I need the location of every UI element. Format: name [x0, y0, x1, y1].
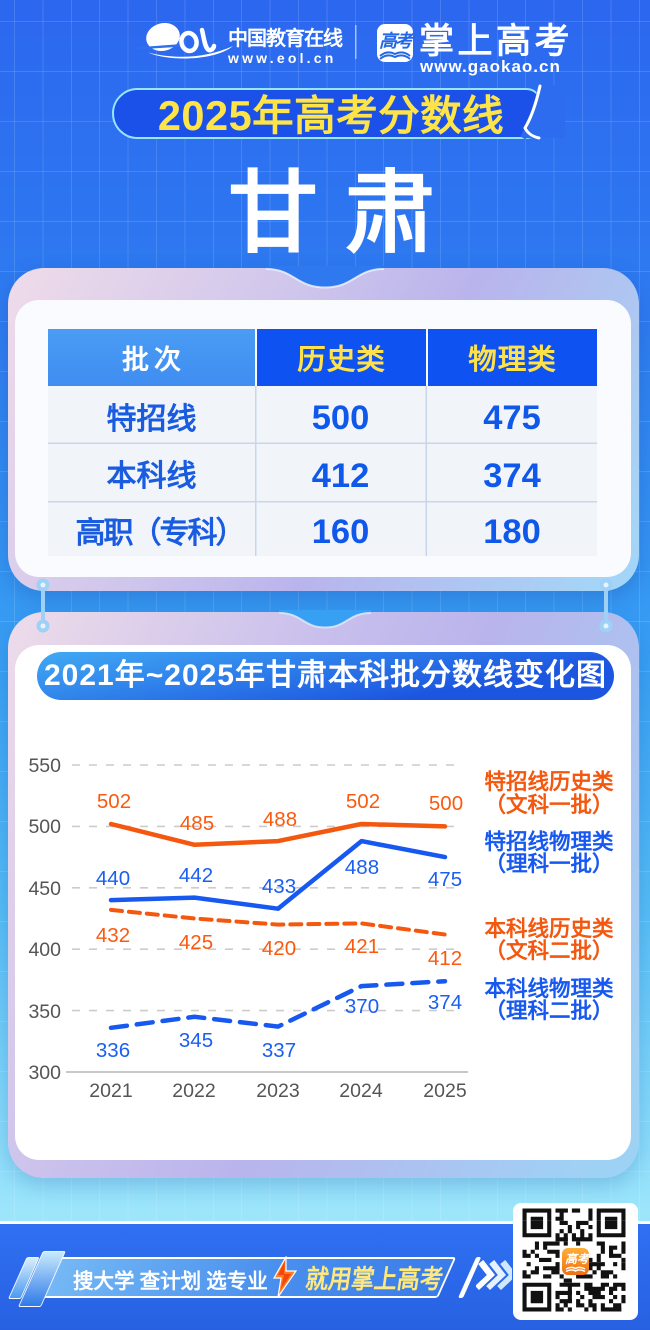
svg-text:www.gaokao.cn: www.gaokao.cn: [419, 57, 561, 76]
svg-text:高考: 高考: [379, 31, 416, 51]
svg-text:高考: 高考: [565, 1252, 591, 1266]
svg-text:中国教育在线: 中国教育在线: [228, 26, 343, 50]
svg-text:www.eol.cn: www.eol.cn: [227, 50, 337, 66]
svg-text:掌上高考: 掌上高考: [419, 22, 573, 61]
